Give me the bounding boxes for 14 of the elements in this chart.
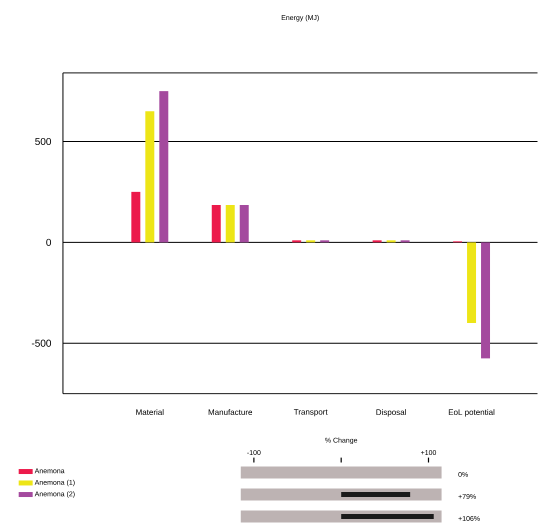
bar <box>131 192 140 243</box>
bar <box>145 112 154 243</box>
bar <box>226 205 235 243</box>
bar <box>341 514 434 520</box>
bar <box>481 242 490 359</box>
bar <box>159 91 168 243</box>
bar <box>240 205 249 243</box>
y-tick-label: -500 <box>32 340 52 347</box>
bar <box>341 492 410 498</box>
bar <box>212 205 221 243</box>
y-tick-label: 500 <box>35 138 52 146</box>
bar <box>240 466 442 479</box>
y-tick-label: 0 <box>46 239 52 246</box>
bar <box>467 242 476 324</box>
